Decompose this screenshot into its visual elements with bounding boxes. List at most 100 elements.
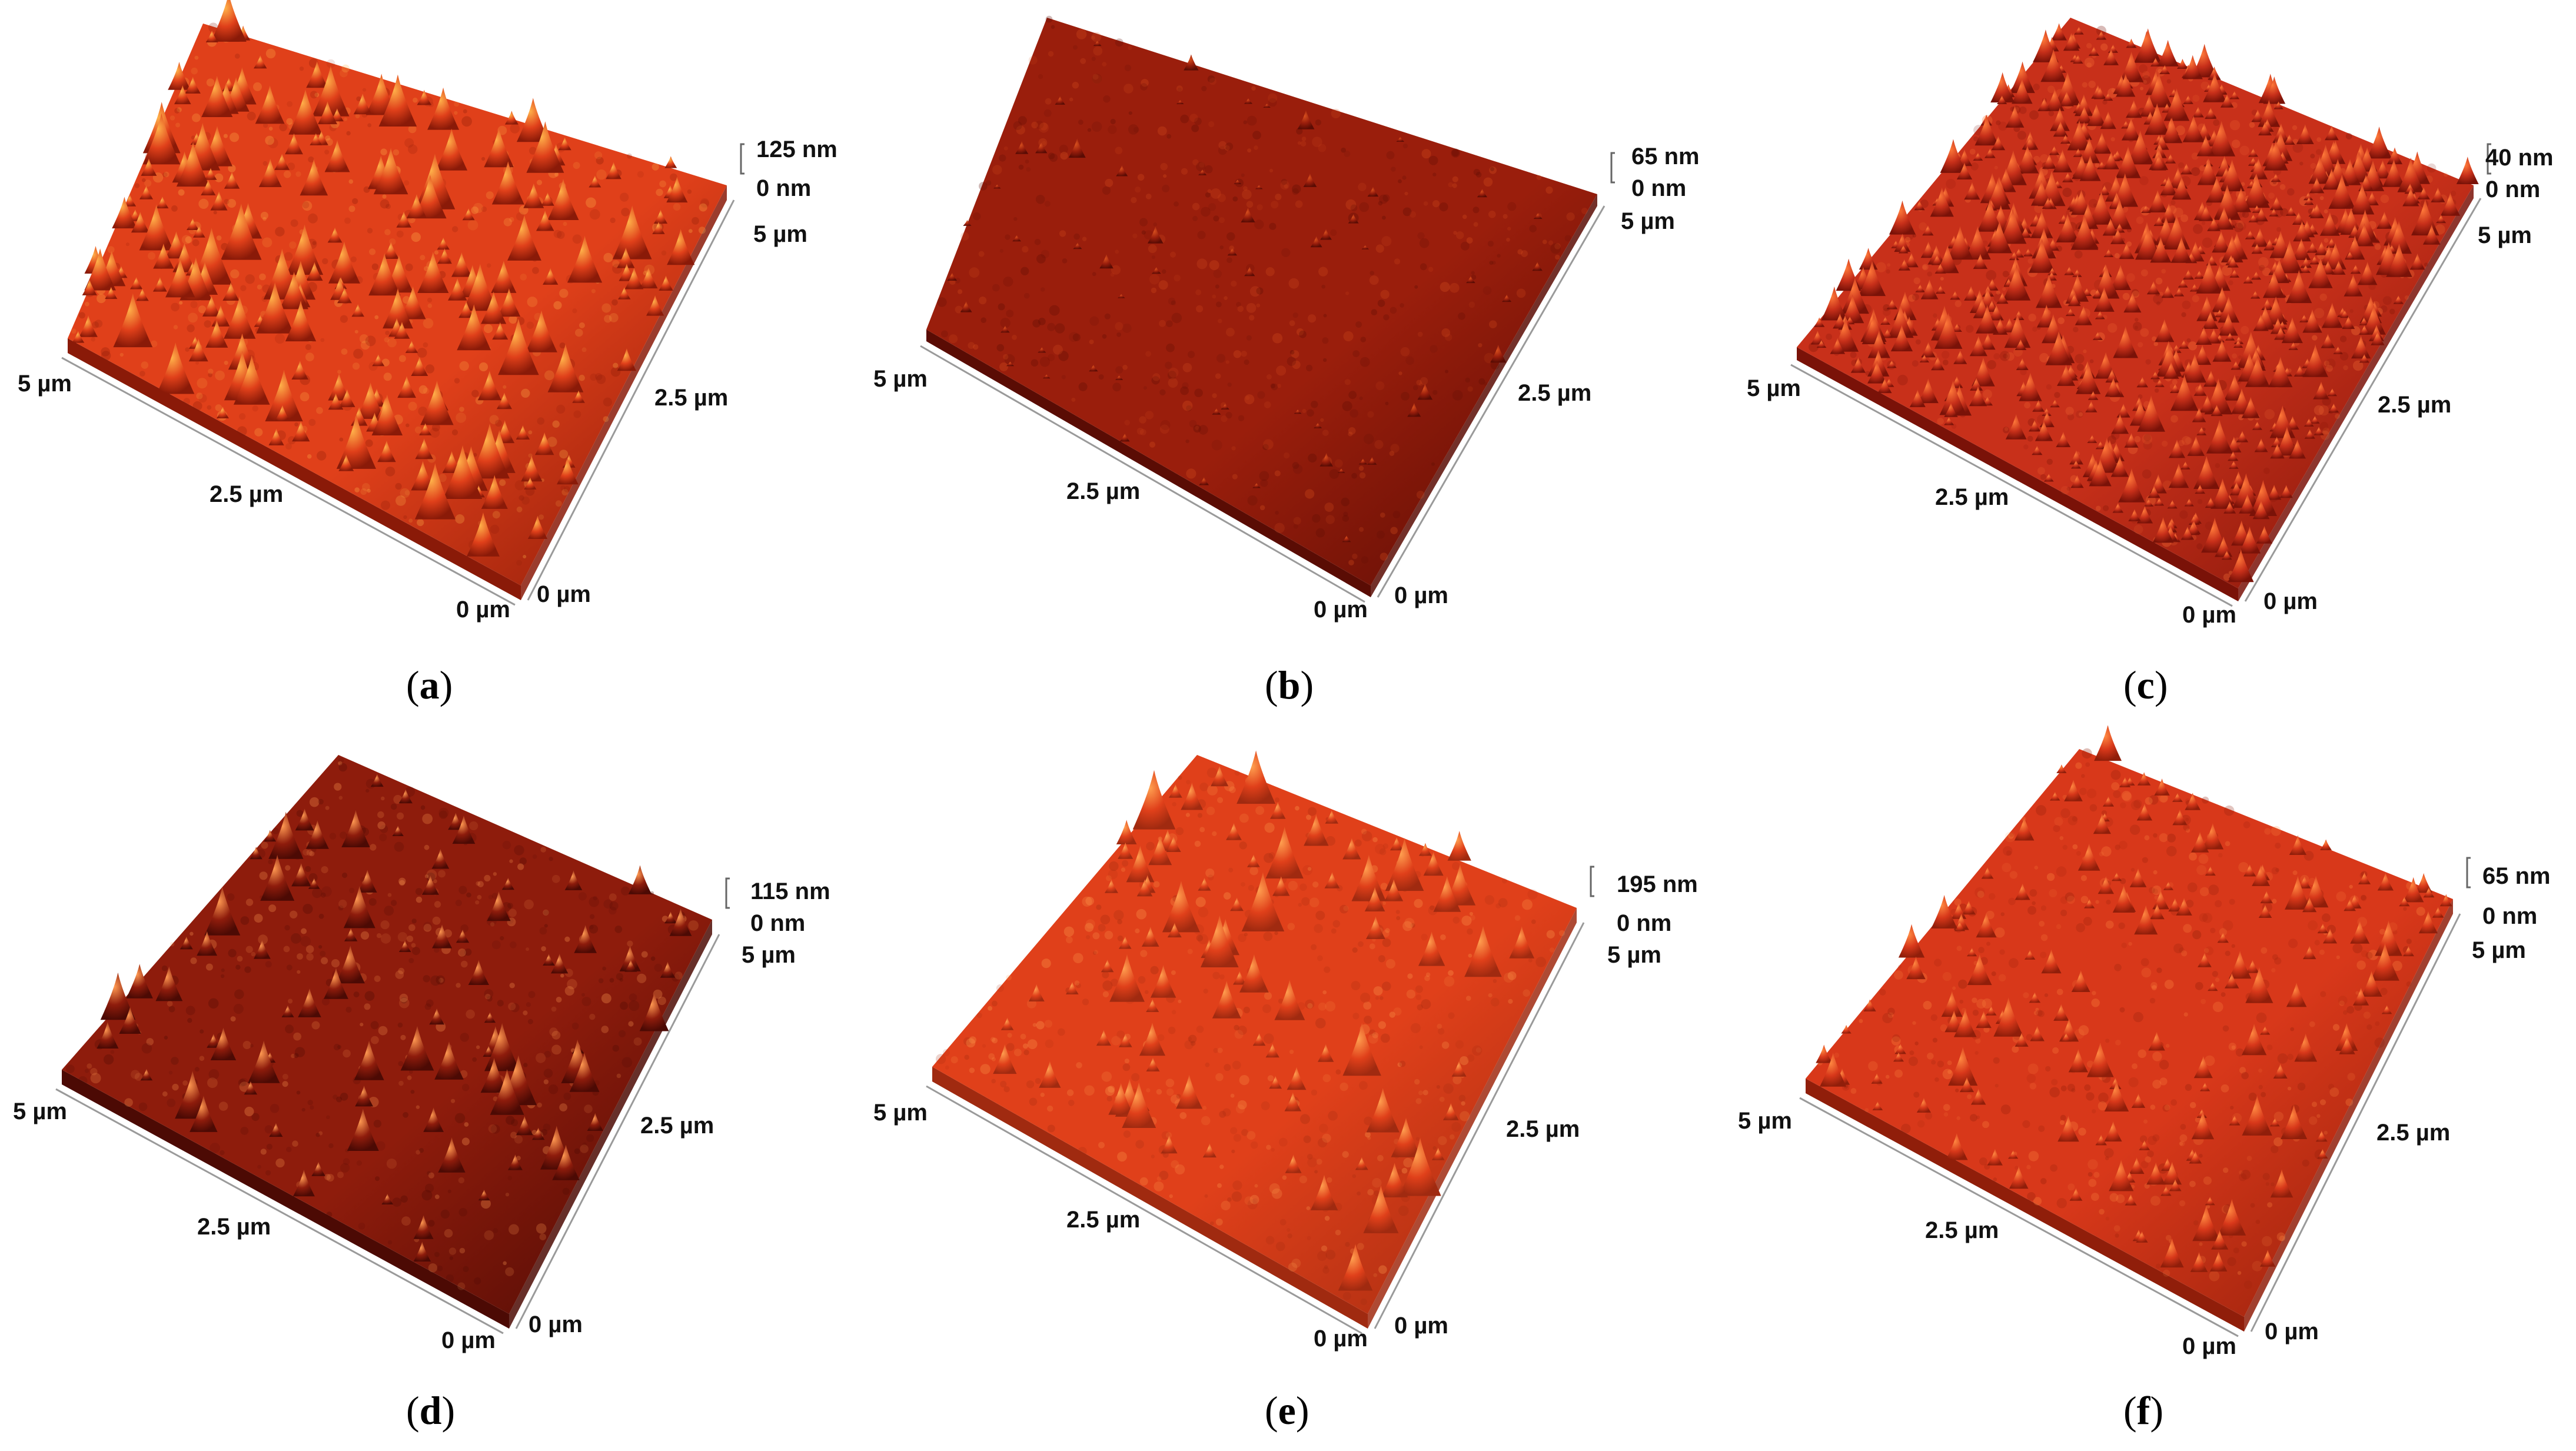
surface-grain [119, 352, 124, 357]
surface-peak [443, 445, 483, 499]
surface-grain [1922, 264, 1929, 271]
surface-grain [162, 1091, 168, 1097]
surface-grain [2015, 1166, 2019, 1170]
surface-grain [2026, 1034, 2033, 1041]
surface-grain [1517, 249, 1523, 255]
x-zero-label: 0 µm [2182, 602, 2236, 628]
surface-peak [2285, 207, 2296, 216]
surface-peak [2269, 197, 2284, 211]
surface-peak [233, 355, 270, 405]
surface-grain [1312, 881, 1319, 888]
surface-grain [1315, 910, 1325, 920]
surface-grain [2095, 162, 2100, 168]
surface-peak [2309, 177, 2325, 194]
surface-peak [2063, 32, 2080, 51]
surface-peak [1951, 903, 1967, 919]
surface-grain [2132, 1063, 2138, 1070]
surface-grain [2034, 204, 2043, 213]
surface-grain [620, 1001, 628, 1010]
surface-grain [1549, 947, 1555, 953]
surface-peak [1176, 1074, 1203, 1109]
surface-grain [101, 347, 110, 357]
surface-grain [1221, 1200, 1231, 1210]
surface-peak [285, 300, 317, 342]
surface-peak [2069, 1188, 2083, 1201]
surface-peak [2319, 212, 2340, 236]
surface-grain [1013, 1049, 1022, 1057]
surface-grain [1529, 225, 1537, 232]
surface-grain [2056, 866, 2067, 877]
surface-grain [1315, 528, 1325, 538]
surface-grain [2020, 368, 2027, 375]
surface-grain [1492, 261, 1496, 265]
surface-grain [1344, 151, 1351, 157]
surface-grain [1322, 1133, 1331, 1143]
surface-grain [308, 213, 318, 224]
surface-grain [1989, 893, 1996, 900]
surface-peak [2152, 142, 2167, 158]
surface-grain [1128, 45, 1132, 51]
surface-grain [2192, 930, 2202, 940]
surface-grain [978, 251, 985, 257]
surface-grain [1301, 897, 1310, 906]
surface-grain [609, 893, 617, 901]
surface-peak [2053, 149, 2072, 172]
surface-grain [1927, 1053, 1934, 1060]
surface-peak [2042, 408, 2052, 416]
surface-peak [1417, 383, 1433, 400]
surface-grain [1359, 202, 1370, 212]
surface-grain [279, 123, 287, 132]
surface-peak [2269, 208, 2279, 217]
surface-peak [2352, 209, 2378, 242]
surface-peak [274, 154, 290, 170]
surface-peak [2208, 66, 2221, 80]
surface-peak [1272, 876, 1290, 896]
surface-grain [544, 370, 554, 381]
surface-peak [1126, 846, 1155, 883]
surface-grain [1231, 1191, 1242, 1202]
surface-grain [1104, 930, 1114, 940]
surface-grain [84, 1069, 89, 1073]
surface-peak [497, 288, 521, 317]
surface-grain [485, 993, 491, 1000]
surface-grain [459, 1247, 466, 1254]
surface-grain [434, 901, 441, 908]
surface-grain [1102, 980, 1113, 991]
surface-grain [1197, 231, 1206, 239]
z-min-label: 0 nm [2482, 903, 2538, 929]
surface-grain [641, 951, 648, 958]
surface-grain [1091, 121, 1102, 132]
surface-peak [2103, 151, 2119, 169]
surface-grain [1048, 152, 1055, 159]
surface-grain [1231, 446, 1236, 451]
surface-grain [2203, 1176, 2212, 1185]
surface-grain [602, 966, 606, 971]
surface-peak [2126, 99, 2142, 118]
surface-grain [510, 124, 520, 134]
surface-peak [2064, 267, 2075, 275]
surface-grain [579, 322, 585, 328]
surface-grain [1390, 527, 1398, 534]
surface-grain [2274, 957, 2282, 965]
surface-grain [272, 827, 279, 834]
surface-peak [1227, 248, 1238, 256]
surface-grain [2181, 950, 2188, 957]
surface-grain [1176, 85, 1183, 92]
surface-grain [2185, 818, 2189, 822]
surface-peak [2136, 1231, 2148, 1243]
surface-grain [340, 315, 348, 323]
surface-grain [1299, 1175, 1307, 1184]
surface-grain [2319, 196, 2324, 201]
surface-grain [1295, 200, 1303, 208]
surface-grain [1385, 928, 1390, 933]
surface-grain [1025, 159, 1029, 164]
surface-peak [2288, 342, 2298, 350]
surface-peak [1816, 1044, 1833, 1063]
surface-grain [526, 1002, 531, 1007]
surface-peak [2358, 872, 2371, 884]
surface-peak [2186, 521, 2200, 535]
surface-grain [1207, 75, 1215, 83]
surface-grain [1380, 1033, 1390, 1043]
surface-grain [2149, 795, 2159, 805]
surface-grain [466, 892, 471, 898]
